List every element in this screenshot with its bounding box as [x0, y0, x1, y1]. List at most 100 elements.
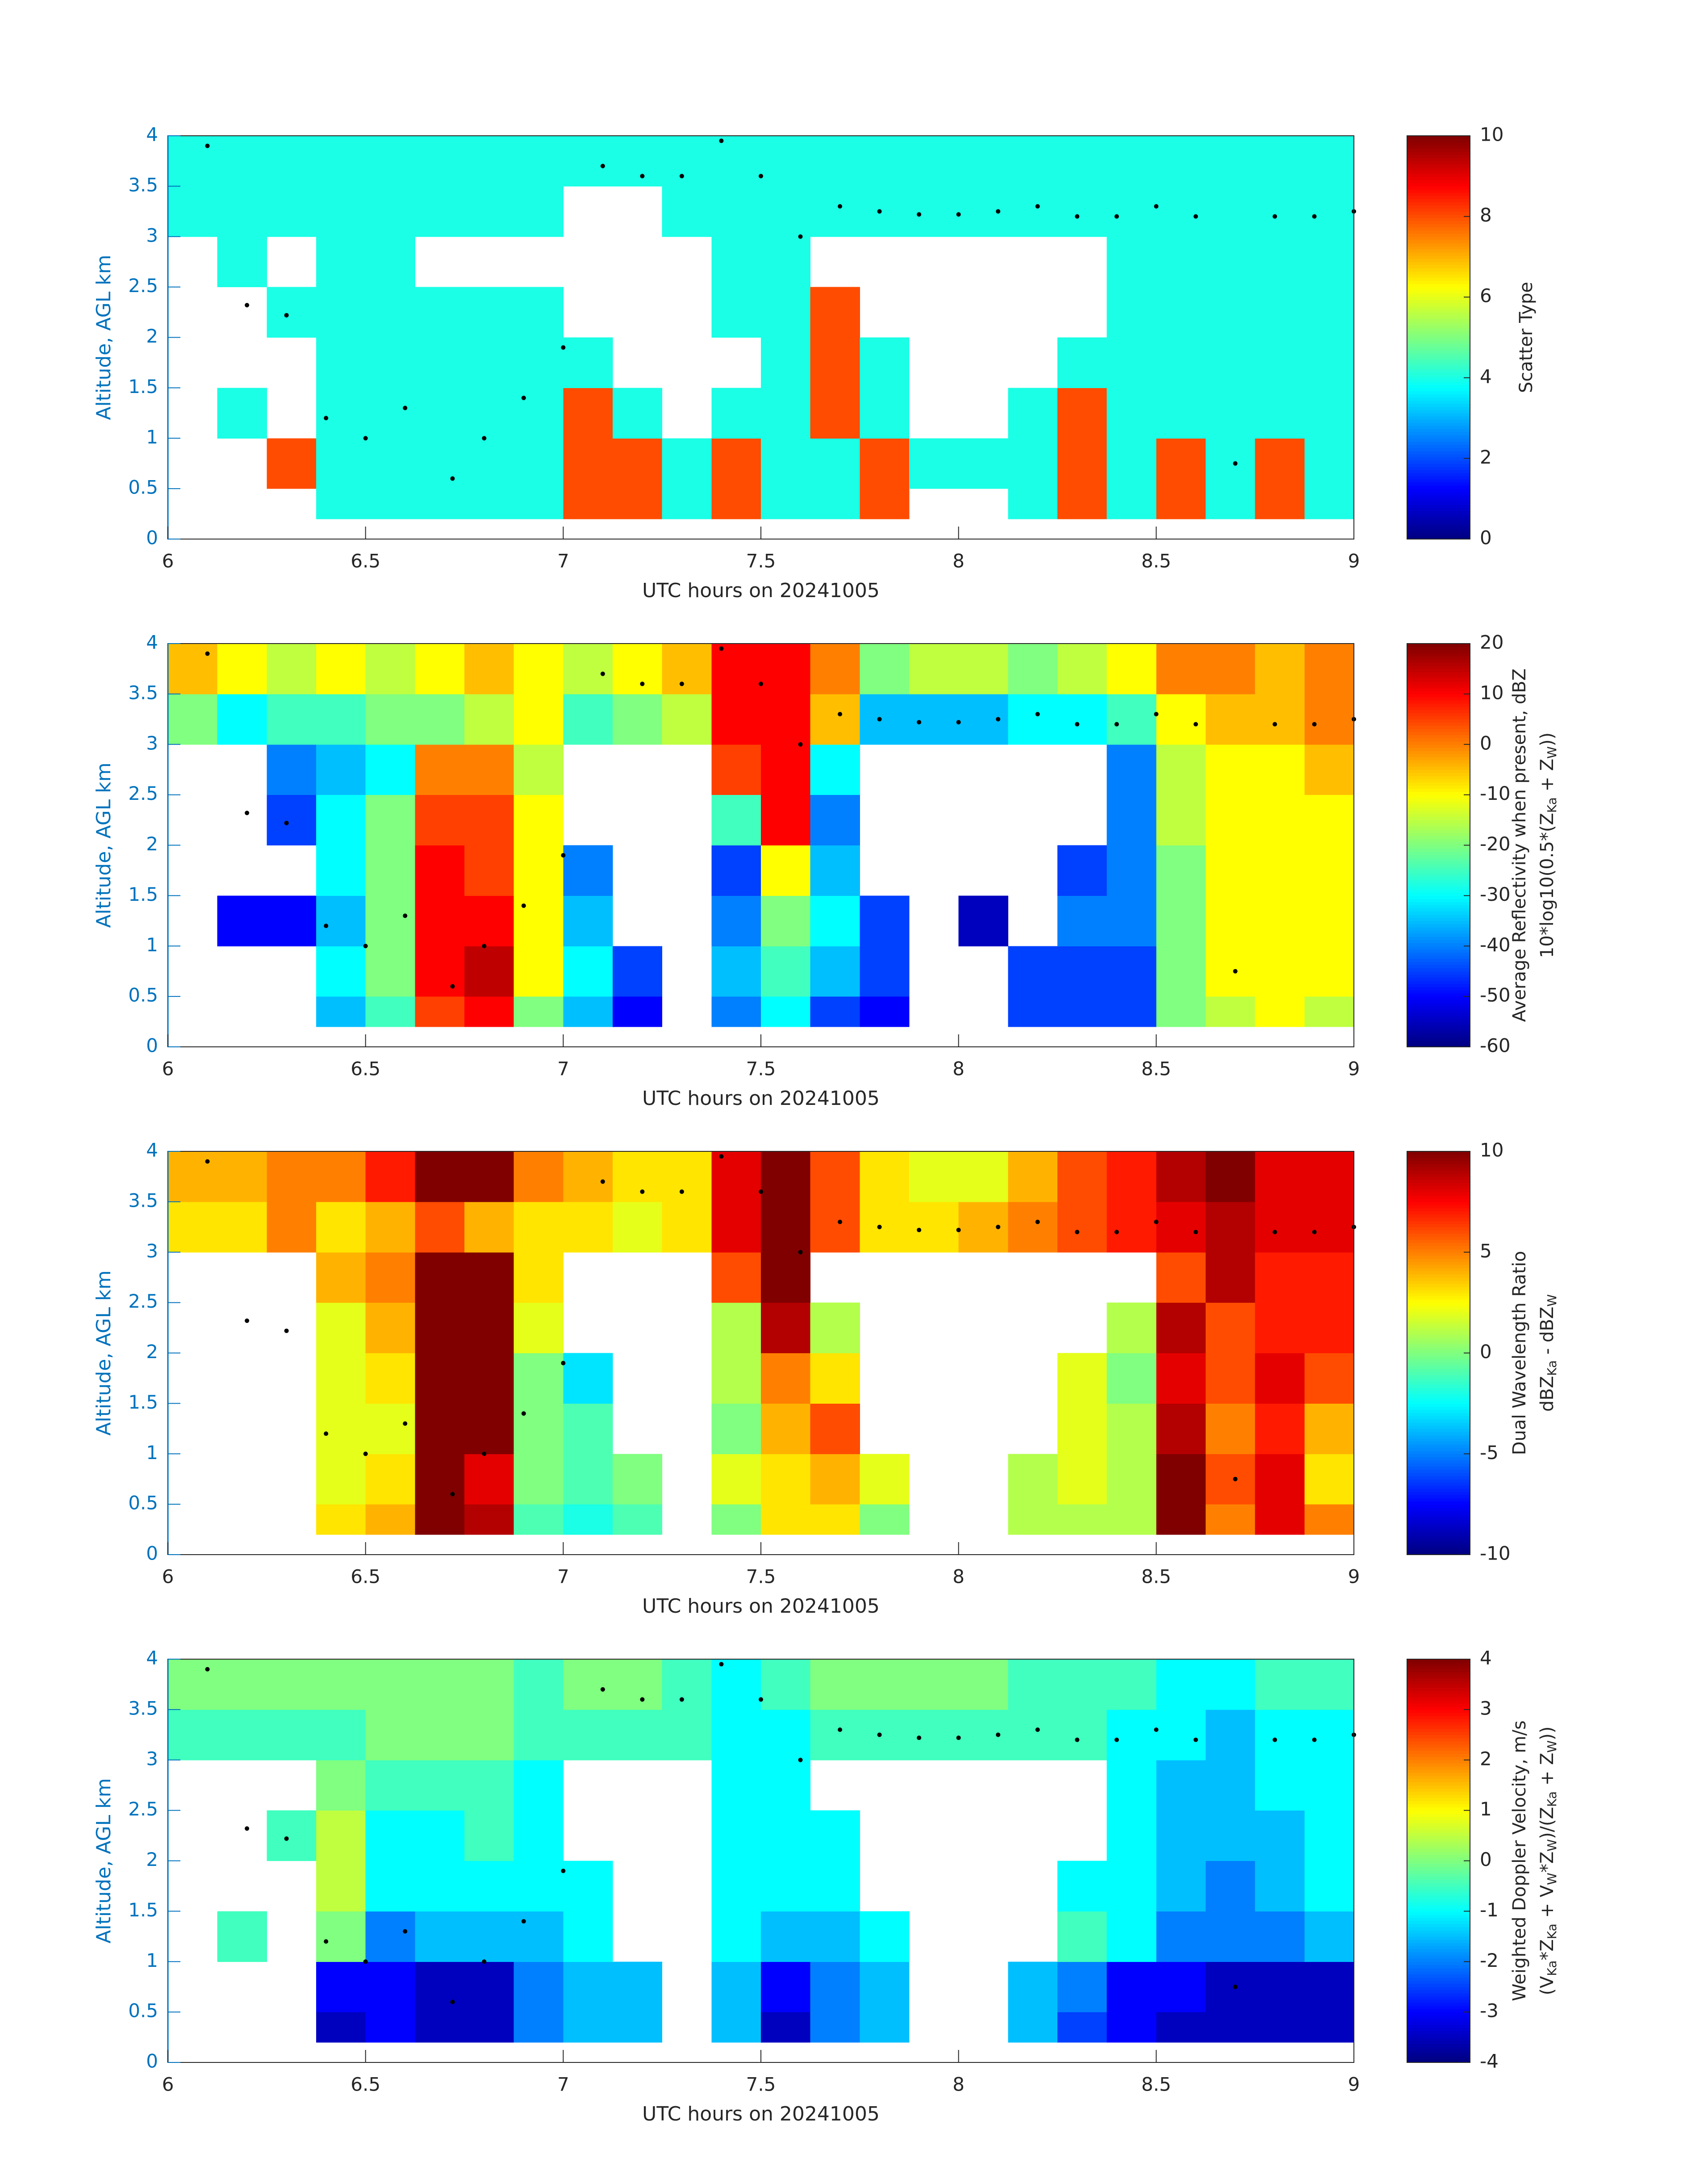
colorbar-swatch: [1407, 1949, 1470, 1953]
heatmap-cell: [464, 845, 514, 896]
overlay-point: [450, 1492, 455, 1497]
colorbar-swatch: [1407, 1343, 1470, 1347]
heatmap-cell: [810, 895, 860, 946]
colorbar-swatch: [1407, 716, 1470, 719]
colorbar-swatch: [1407, 221, 1470, 225]
overlay-point: [482, 1451, 487, 1456]
heatmap-cell: [1156, 2012, 1206, 2043]
heatmap-cell: [1107, 895, 1157, 946]
heatmap-cell: [1255, 236, 1305, 288]
colorbar-tick-label: 20: [1480, 632, 1503, 653]
x-tick-label: 7.5: [746, 1058, 776, 1080]
heatmap-cell: [810, 186, 860, 237]
colorbar-swatch: [1407, 877, 1470, 880]
colorbar-swatch: [1407, 845, 1470, 849]
heatmap-cell: [1304, 1151, 1354, 1202]
heatmap-cell: [810, 1861, 860, 1911]
heatmap-cell: [1107, 2012, 1157, 2043]
heatmap-cell: [711, 1504, 761, 1535]
colorbar-swatch: [1407, 1861, 1470, 1865]
colorbar-swatch: [1407, 864, 1470, 868]
colorbar-swatch: [1407, 1365, 1470, 1369]
heatmap-cell: [267, 438, 317, 489]
colorbar-swatch: [1407, 725, 1470, 729]
overlay-point: [324, 1431, 329, 1436]
heatmap-cell: [1107, 337, 1157, 388]
colorbar-swatch: [1407, 760, 1470, 764]
heatmap-cell: [563, 337, 613, 388]
heatmap-cell: [761, 1659, 811, 1710]
colorbar-swatch: [1407, 1870, 1470, 1874]
overlay-point: [1035, 712, 1040, 717]
colorbar-swatch: [1407, 385, 1470, 388]
overlay-point: [877, 1732, 882, 1737]
heatmap-cell: [1206, 845, 1256, 896]
colorbar-swatch: [1407, 1757, 1470, 1761]
heatmap-cell: [1156, 136, 1206, 187]
heatmap-cell: [464, 1962, 514, 2012]
colorbar-swatch: [1407, 482, 1470, 486]
heatmap-cell: [1206, 1151, 1256, 1202]
heatmap-cell: [613, 1201, 663, 1253]
heatmap-cell: [711, 644, 761, 694]
heatmap-cell: [1206, 795, 1256, 845]
heatmap-cell: [761, 186, 811, 237]
heatmap-cell: [1057, 2012, 1107, 2043]
heatmap-cell: [217, 388, 267, 439]
heatmap-cell: [514, 1962, 564, 2012]
heatmap-cell: [810, 1709, 860, 1761]
colorbar-swatch: [1407, 1239, 1470, 1243]
colorbar-swatch: [1407, 914, 1470, 918]
heatmap-cell: [1255, 996, 1305, 1027]
heatmap-cell: [316, 2012, 366, 2043]
colorbar-swatch: [1407, 665, 1470, 669]
heatmap-cell: [1107, 1760, 1157, 1811]
heatmap-cell: [1156, 1201, 1206, 1253]
overlay-point: [1114, 1737, 1119, 1742]
heatmap-cell: [761, 287, 811, 338]
heatmap-cell: [365, 1709, 415, 1761]
colorbar-tick-label: -30: [1480, 883, 1511, 905]
colorbar-swatch: [1407, 993, 1470, 997]
heatmap-cell: [267, 744, 317, 795]
colorbar-tick-label: 4: [1480, 365, 1492, 387]
heatmap-cell: [1008, 1454, 1058, 1505]
overlay-point: [521, 395, 526, 400]
heatmap-cell: [1206, 644, 1256, 694]
colorbar-swatch: [1407, 1731, 1470, 1735]
colorbar-swatch: [1407, 517, 1470, 521]
colorbar-swatch: [1407, 1347, 1470, 1351]
colorbar-swatch: [1407, 1406, 1470, 1410]
heatmap-cell: [1206, 136, 1256, 187]
colorbar-swatch: [1407, 1968, 1470, 1972]
colorbar-swatch: [1407, 2002, 1470, 2006]
heatmap-cell: [1255, 489, 1305, 519]
colorbar-swatch: [1407, 199, 1470, 202]
colorbar-swatch: [1407, 1895, 1470, 1899]
colorbar-swatch: [1407, 1545, 1470, 1549]
overlay-point: [284, 1836, 289, 1841]
colorbar-swatch: [1407, 1025, 1470, 1029]
colorbar-swatch: [1407, 892, 1470, 896]
overlay-point: [245, 1826, 250, 1831]
colorbar-swatch: [1407, 369, 1470, 372]
heatmap-cell: [267, 186, 317, 237]
heatmap-cell: [1156, 287, 1206, 338]
colorbar-swatch: [1407, 293, 1470, 297]
colorbar-swatch: [1407, 1151, 1470, 1155]
colorbar-swatch: [1407, 1782, 1470, 1786]
heatmap-cell: [909, 1201, 959, 1253]
heatmap-cell: [464, 1454, 514, 1505]
heatmap-cell: [1057, 895, 1107, 946]
colorbar-swatch: [1407, 378, 1470, 382]
heatmap-cell: [761, 1252, 811, 1303]
colorbar-swatch: [1407, 669, 1470, 673]
heatmap-cell: [1107, 489, 1157, 519]
y-tick-label: 0.5: [128, 477, 158, 498]
colorbar-swatch: [1407, 388, 1470, 392]
colorbar-swatch: [1407, 268, 1470, 272]
y-tick-label: 3: [146, 732, 158, 754]
colorbar-swatch: [1407, 791, 1470, 795]
colorbar-swatch: [1407, 1958, 1470, 1962]
colorbar-swatch: [1407, 980, 1470, 984]
